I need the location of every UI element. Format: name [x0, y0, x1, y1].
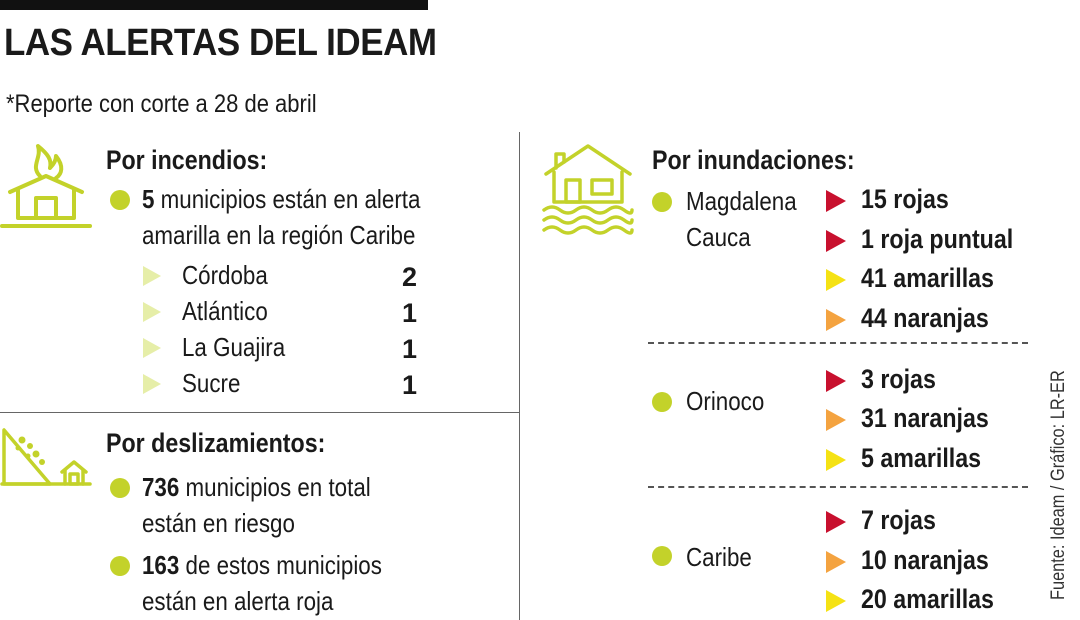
department-name: Sucre [182, 368, 241, 398]
department-value: 1 [402, 298, 418, 328]
pale-triangle-icon [143, 266, 161, 286]
bullet-dot [110, 190, 130, 210]
region-name: Magdalena [686, 186, 797, 216]
alert-triangle-icon [826, 590, 846, 612]
department-value: 1 [402, 334, 418, 364]
alert-triangle-icon [826, 269, 846, 291]
bullet-dot [652, 392, 672, 412]
deslizamientos-text-1: municipios en total [179, 472, 371, 502]
deslizamientos-item1-line2: están en riesgo [142, 508, 295, 538]
burning-house-icon [0, 144, 92, 228]
source-credit: Fuente: Ideam / Gráfico: LR-ER [1048, 370, 1069, 600]
alert-count: 10 naranjas [861, 545, 989, 575]
department-value: 2 [402, 262, 418, 292]
pale-triangle-icon [143, 338, 161, 358]
alert-triangle-icon [826, 449, 846, 471]
alert-count: 5 amarillas [861, 443, 982, 473]
incendios-text-1: municipios están en alerta [154, 184, 421, 214]
deslizamientos-count-2: 163 [142, 550, 180, 580]
bullet-dot [110, 556, 130, 576]
alert-triangle-icon [826, 409, 846, 431]
department-name: Atlántico [182, 296, 268, 326]
bullet-dot [652, 192, 672, 212]
department-value: 1 [402, 370, 418, 400]
alert-triangle-icon [826, 511, 846, 533]
deslizamientos-item2-line1: 163 de estos municipios [142, 548, 382, 582]
region-separator [648, 342, 1028, 344]
top-rule [0, 0, 428, 10]
alert-triangle-icon [826, 370, 846, 392]
alert-count: 44 naranjas [861, 303, 989, 333]
department-name: Córdoba [182, 260, 268, 290]
landslide-icon [0, 428, 92, 486]
deslizamientos-count-1: 736 [142, 472, 180, 502]
incendios-heading: Por incendios: [106, 145, 268, 175]
region-name: Orinoco [686, 386, 765, 416]
alert-triangle-icon [826, 230, 846, 252]
report-date-note: *Reporte con corte a 28 de abril [6, 90, 317, 118]
alert-triangle-icon [826, 551, 846, 573]
alert-count: 15 rojas [861, 184, 949, 214]
region-name: Caribe [686, 542, 752, 572]
alert-count: 31 naranjas [861, 403, 989, 433]
region-separator [648, 486, 1028, 488]
region-name-line2: Cauca [686, 222, 751, 252]
incendios-summary-line2: amarilla en la región Caribe [142, 220, 416, 250]
alert-count: 7 rojas [861, 505, 936, 535]
deslizamientos-text-2: de estos municipios [179, 550, 382, 580]
page-title: LAS ALERTAS DEL IDEAM [4, 22, 437, 64]
inundaciones-heading: Por inundaciones: [652, 145, 855, 175]
alert-count: 1 roja puntual [861, 224, 1014, 254]
alert-count: 20 amarillas [861, 584, 994, 614]
alert-count: 3 rojas [861, 364, 936, 394]
deslizamientos-item1-line1: 736 municipios en total [142, 470, 371, 504]
department-name: La Guajira [182, 332, 286, 362]
pale-triangle-icon [143, 374, 161, 394]
alert-count: 41 amarillas [861, 263, 994, 293]
section-divider [0, 412, 519, 413]
bullet-dot [652, 546, 672, 566]
alert-triangle-icon [826, 190, 846, 212]
pale-triangle-icon [143, 302, 161, 322]
flooded-house-icon [542, 144, 634, 235]
deslizamientos-heading: Por deslizamientos: [106, 428, 326, 458]
incendios-count: 5 [142, 184, 155, 214]
column-divider [519, 132, 520, 620]
bullet-dot [110, 478, 130, 498]
deslizamientos-item2-line2: están en alerta roja [142, 586, 334, 616]
alert-triangle-icon [826, 309, 846, 331]
incendios-summary-line1: 5 municipios están en alerta [142, 182, 420, 216]
